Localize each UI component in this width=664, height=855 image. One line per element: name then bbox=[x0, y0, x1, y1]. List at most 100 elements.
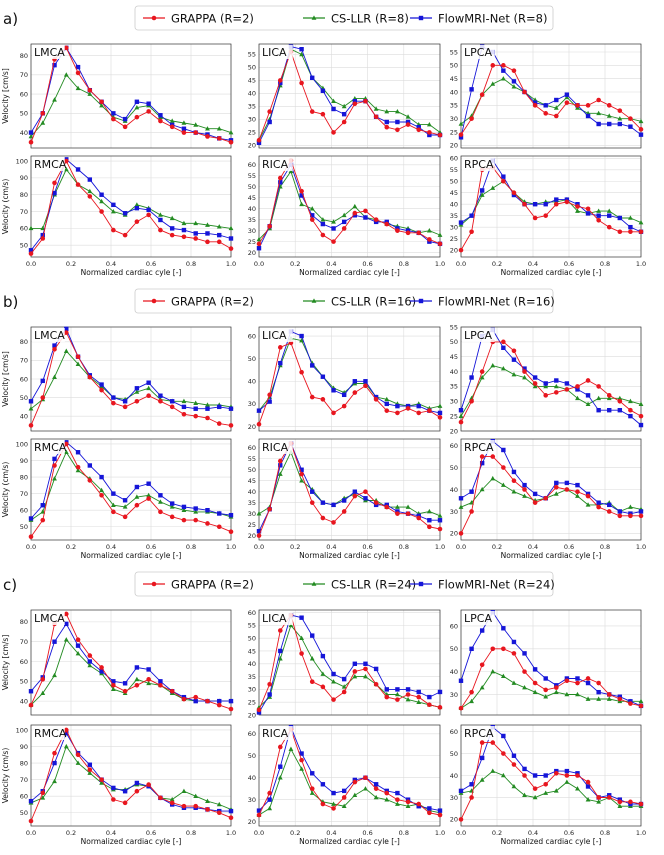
data-point-flow bbox=[122, 789, 128, 794]
y-tick-label: 40 bbox=[450, 668, 458, 676]
data-point-flow bbox=[181, 404, 187, 410]
data-point-grappa bbox=[628, 407, 633, 413]
data-point-csllr bbox=[522, 374, 527, 380]
data-point-grappa bbox=[341, 226, 347, 231]
chart-title-bg bbox=[260, 45, 293, 59]
data-point-csllr bbox=[352, 203, 358, 209]
data-point-flow bbox=[543, 103, 548, 108]
data-point-grappa bbox=[256, 137, 262, 143]
data-point-grappa bbox=[111, 116, 116, 122]
data-point-flow bbox=[373, 666, 379, 672]
data-point-csllr bbox=[75, 760, 81, 765]
data-point-flow bbox=[628, 124, 633, 129]
data-point-grappa bbox=[352, 390, 358, 395]
legend-label-grappa: GRAPPA (R=2) bbox=[171, 12, 254, 26]
data-point-flow bbox=[501, 68, 506, 73]
data-point-grappa bbox=[596, 680, 601, 686]
y-tick-label: 30 bbox=[450, 223, 458, 231]
data-point-flow bbox=[575, 387, 580, 392]
data-point-grappa bbox=[320, 397, 326, 402]
data-point-flow bbox=[205, 231, 210, 236]
data-point-grappa bbox=[299, 80, 304, 86]
data-point-flow bbox=[310, 75, 315, 80]
data-point-flow bbox=[181, 126, 187, 131]
data-point-flow bbox=[320, 500, 326, 505]
data-point-grappa bbox=[501, 339, 506, 345]
data-point-grappa bbox=[416, 127, 422, 133]
data-point-grappa bbox=[134, 219, 140, 224]
data-point-flow bbox=[479, 755, 485, 761]
legend-frame bbox=[134, 288, 554, 314]
data-point-grappa bbox=[628, 229, 633, 235]
y-tick-label: 70 bbox=[20, 357, 28, 365]
data-point-csllr bbox=[405, 114, 411, 119]
data-point-csllr bbox=[158, 212, 163, 217]
legend-marker-csllr bbox=[311, 298, 317, 303]
data-point-grappa bbox=[309, 394, 315, 400]
data-point-flow bbox=[111, 679, 116, 684]
data-point-flow bbox=[278, 80, 283, 86]
data-point-flow bbox=[511, 469, 517, 475]
y-tick-label: 50 bbox=[450, 464, 458, 472]
chart-title: RMCA bbox=[32, 726, 67, 740]
data-point-csllr bbox=[585, 797, 591, 802]
data-point-grappa bbox=[427, 130, 432, 135]
data-point-grappa bbox=[87, 478, 93, 483]
data-point-csllr bbox=[553, 383, 559, 389]
y-tick-label: 60 bbox=[248, 730, 256, 738]
x-tick-label: 0.6 bbox=[564, 260, 574, 268]
x-tick-label: 1.0 bbox=[226, 543, 236, 551]
data-point-csllr bbox=[320, 217, 326, 222]
y-tick-label: 40 bbox=[450, 368, 458, 376]
chart-title-text: RPCA bbox=[464, 158, 494, 171]
chart-title-text: RPCA bbox=[464, 727, 494, 740]
data-point-grappa bbox=[532, 500, 538, 505]
data-point-grappa bbox=[543, 393, 549, 398]
data-point-grappa bbox=[437, 526, 443, 532]
y-tick-label: 25 bbox=[248, 521, 256, 529]
data-point-csllr bbox=[596, 696, 602, 701]
data-point-grappa bbox=[511, 762, 517, 767]
data-point-flow bbox=[575, 676, 580, 681]
chart-lpca: 20 25 30 35 40 45 50 55 LPCA bbox=[450, 43, 644, 150]
data-point-flow bbox=[554, 378, 559, 383]
chart-title-text: LPCA bbox=[464, 612, 492, 625]
data-point-flow bbox=[134, 484, 140, 490]
data-point-flow bbox=[256, 529, 262, 534]
data-point-grappa bbox=[585, 676, 591, 681]
data-point-csllr bbox=[606, 395, 612, 401]
data-point-flow bbox=[331, 671, 336, 677]
x-tick-label: 0.4 bbox=[106, 260, 116, 268]
data-point-grappa bbox=[28, 423, 34, 428]
data-point-csllr bbox=[575, 691, 580, 697]
x-tick-label: 0.2 bbox=[66, 543, 76, 551]
data-point-grappa bbox=[146, 677, 151, 682]
chart-title-bg bbox=[462, 726, 495, 740]
data-point-flow bbox=[146, 207, 151, 213]
data-point-csllr bbox=[575, 786, 580, 791]
legend-label-csllr: CS-LLR (R=8) bbox=[331, 12, 409, 26]
chart-lica: 20 25 30 35 40 45 50 55 LICA bbox=[248, 43, 443, 150]
x-tick-label: 0.8 bbox=[186, 260, 196, 268]
data-point-grappa bbox=[532, 786, 538, 791]
chart-title-bg bbox=[260, 726, 293, 740]
data-point-flow bbox=[111, 785, 116, 791]
data-point-csllr bbox=[479, 685, 485, 690]
data-point-grappa bbox=[352, 210, 358, 216]
data-point-grappa bbox=[228, 246, 234, 251]
data-point-flow bbox=[522, 366, 527, 371]
data-point-grappa bbox=[64, 611, 69, 617]
data-point-flow bbox=[341, 676, 347, 682]
series-line-csllr bbox=[30, 451, 232, 521]
data-point-grappa bbox=[490, 646, 496, 652]
data-point-flow bbox=[532, 491, 538, 497]
data-point-csllr bbox=[490, 475, 496, 481]
data-point-grappa bbox=[543, 111, 549, 116]
data-point-flow bbox=[416, 125, 421, 130]
data-point-flow bbox=[437, 410, 443, 416]
y-tick-label: 40 bbox=[20, 129, 28, 137]
chart-title-text: RMCA bbox=[34, 727, 67, 740]
data-point-flow bbox=[501, 345, 506, 350]
data-point-flow bbox=[320, 88, 326, 93]
x-tick-label: 0.2 bbox=[492, 260, 502, 268]
